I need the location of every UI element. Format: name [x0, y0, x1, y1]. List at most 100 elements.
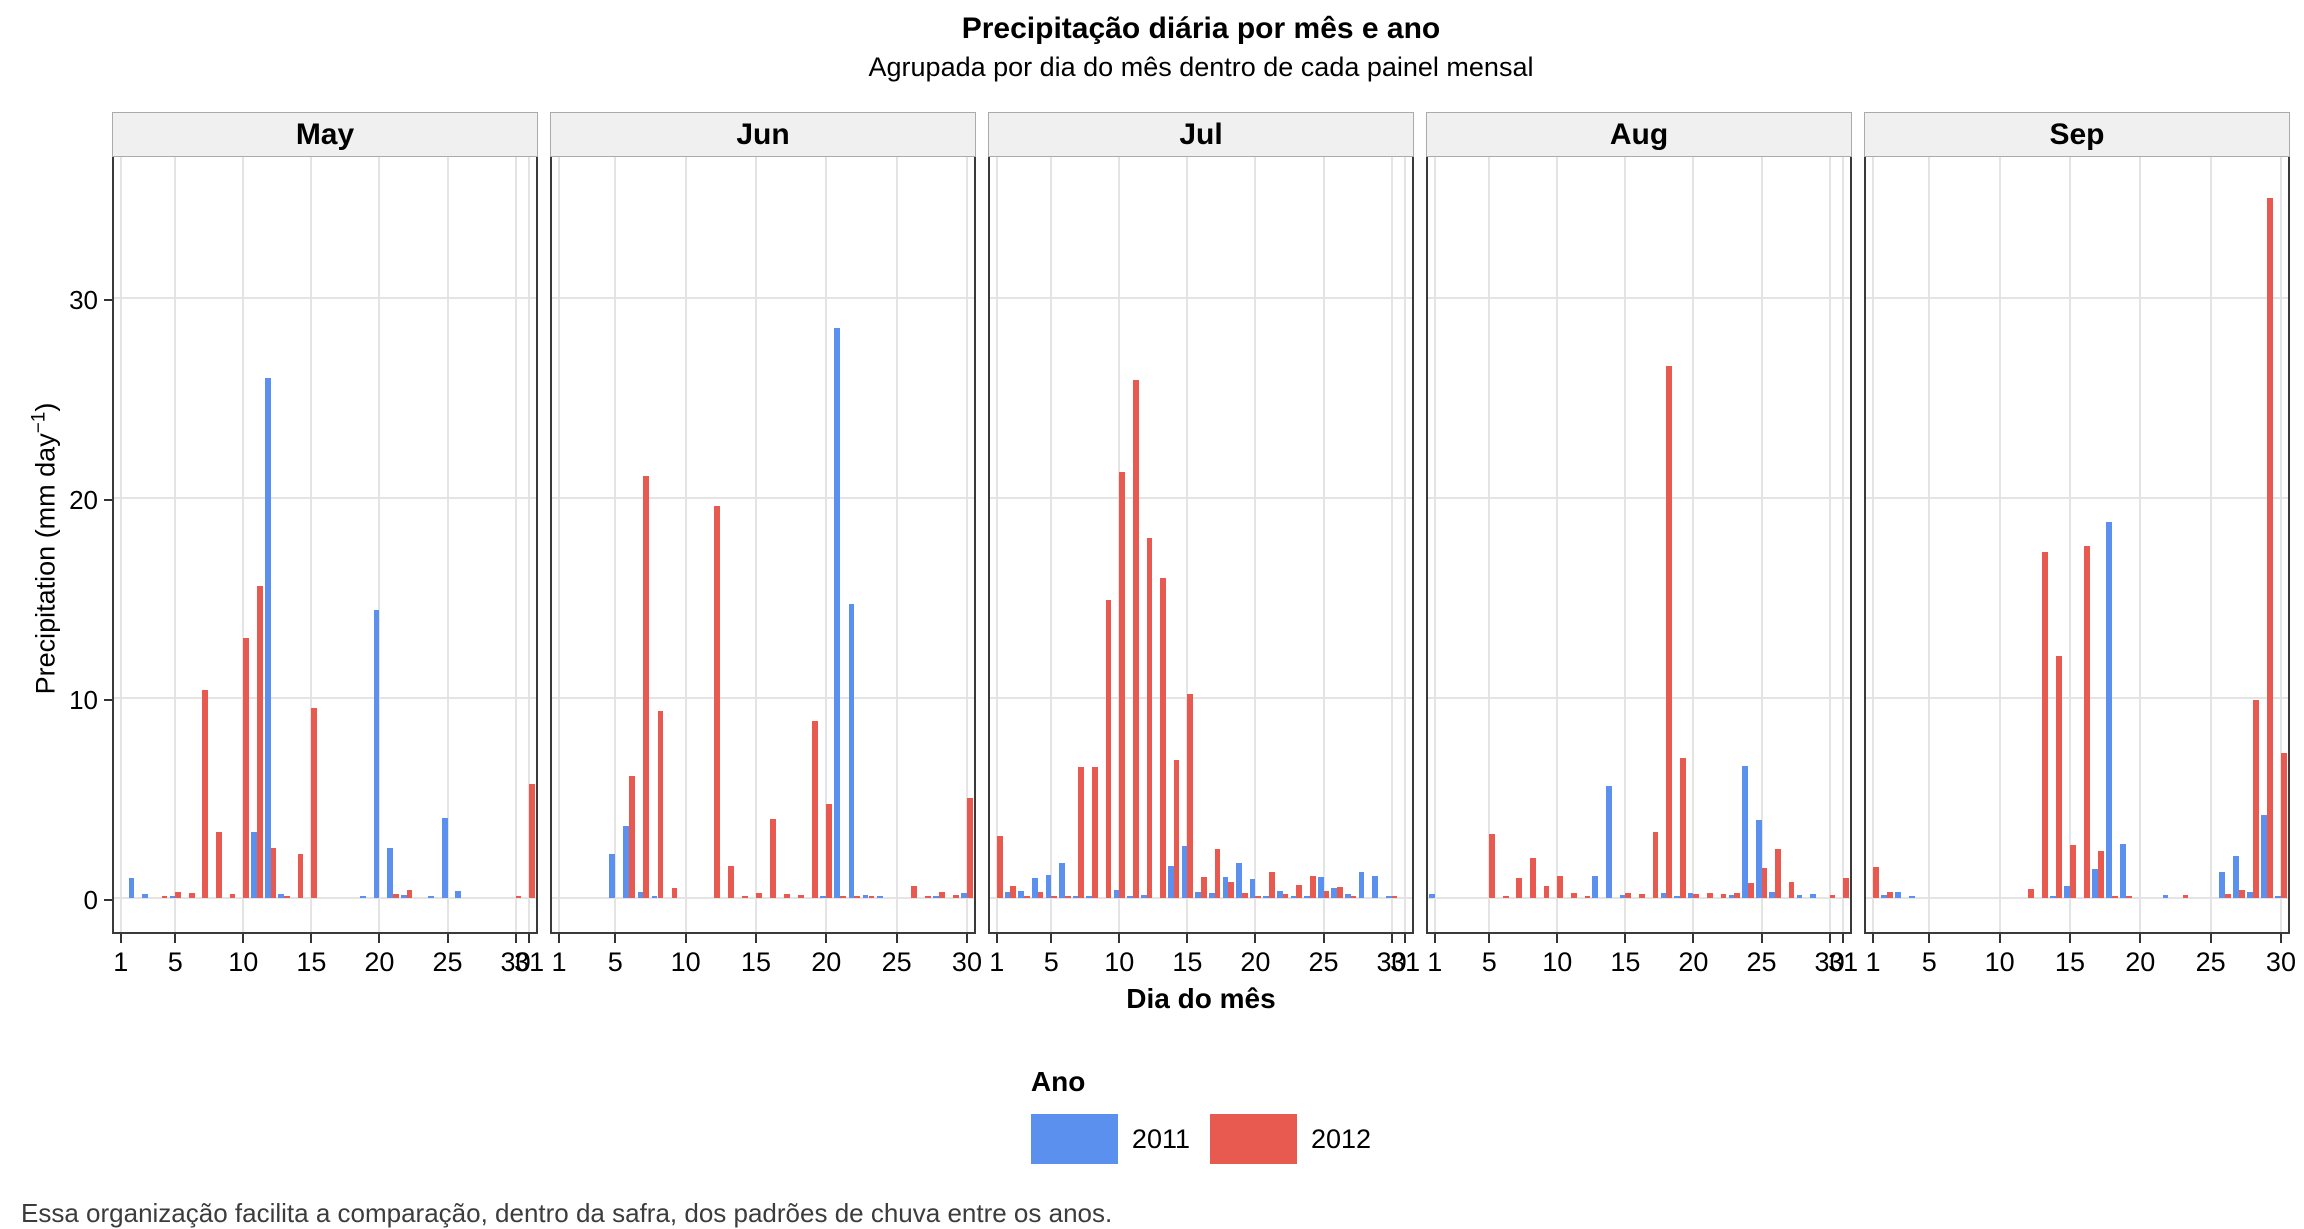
bar-2012-day-8: [1530, 858, 1536, 898]
x-tick-label-25: 25: [432, 947, 463, 977]
x-tick-mark-31: [528, 934, 531, 943]
bar-2012-day-4: [1037, 892, 1044, 898]
bar-2012-day-20: [1693, 894, 1700, 898]
bar-2012-day-5: [1489, 834, 1495, 898]
bar-2012-day-9: [229, 894, 236, 898]
bar-2011-day-24: [428, 896, 434, 898]
bar-2012-day-8: [216, 832, 222, 898]
gridline-x-20: [2139, 157, 2142, 932]
x-tick-mark-25: [1760, 934, 1763, 943]
bar-2011-day-26: [455, 891, 462, 898]
x-tick-label-25: 25: [1746, 947, 1777, 977]
bar-2012-day-25: [1761, 868, 1768, 898]
facet-header-jun: Jun: [550, 112, 976, 157]
bar-2011-day-10: [1113, 890, 1120, 898]
bar-2011-day-3: [1018, 891, 1025, 898]
gridline-x-20: [825, 157, 828, 932]
bar-2011-day-30: [961, 893, 967, 898]
plot-area-may: 1 5 10 15 20 25 30 31: [112, 157, 544, 977]
bar-2011-day-2: [128, 878, 135, 898]
legend-swatch-2012: [1209, 1114, 1297, 1164]
bar-2012-day-9: [1105, 600, 1112, 898]
bar-2011-day-6: [1059, 863, 1065, 898]
gridline-x-5: [1928, 157, 1931, 932]
bar-2012-day-24: [1309, 876, 1316, 898]
bar-2012-day-21: [1269, 872, 1275, 898]
y-axis-title-close: ): [30, 402, 61, 412]
bar-2012-day-15: [755, 893, 762, 898]
gridline-x-15: [754, 157, 757, 932]
x-tick-label-5: 5: [1921, 947, 1937, 977]
bar-2011-day-15: [1619, 895, 1626, 898]
gridline-x-5: [614, 157, 617, 932]
bar-2012-day-23: [868, 896, 875, 898]
bar-2012-day-2: [1010, 886, 1017, 898]
bar-2011-day-22: [400, 895, 407, 898]
x-tick-label-1: 1: [113, 947, 129, 977]
gridline-x-25: [1760, 157, 1763, 932]
bar-2011-day-24: [1304, 896, 1310, 898]
bar-2011-day-30: [1385, 896, 1392, 898]
bar-2012-day-7: [202, 690, 209, 898]
gridline-y-20: [990, 497, 1412, 499]
x-tick-mark-1: [1872, 934, 1875, 943]
bar-2012-day-14: [297, 854, 304, 898]
bar-2011-day-21: [834, 328, 841, 898]
bar-2012-day-19: [1679, 758, 1686, 898]
facet-panel-aug: Aug 1 5 10 15 20 25 30 31: [1426, 112, 1858, 977]
gridline-x-10: [684, 157, 687, 932]
y-tick-mark-0: [104, 899, 112, 901]
bar-2012-day-27: [1350, 896, 1357, 898]
gridline-x-15: [2068, 157, 2071, 932]
gridline-y-30: [1428, 297, 1850, 299]
bar-2012-day-16: [2084, 546, 2090, 898]
x-tick-label-20: 20: [811, 947, 842, 977]
x-tick-mark-30: [2279, 934, 2282, 943]
x-tick-label-31: 31: [1390, 947, 1421, 977]
gridline-y-30: [1866, 297, 2288, 299]
x-tick-mark-25: [1322, 934, 1325, 943]
bar-2012-day-12: [713, 506, 720, 898]
x-tick-mark-5: [1050, 934, 1053, 943]
bar-2012-day-23: [1734, 893, 1740, 898]
x-tick-label-1: 1: [1865, 947, 1881, 977]
bar-2012-day-19: [812, 721, 819, 898]
bar-2012-day-13: [2041, 552, 2048, 898]
bar-2012-day-20: [826, 804, 833, 898]
bar-2011-day-28: [1358, 872, 1365, 898]
gridline-x-1: [1433, 157, 1436, 932]
x-tick-label-1: 1: [551, 947, 567, 977]
bar-2011-day-18: [1660, 893, 1667, 898]
x-tick-label-31: 31: [1828, 947, 1859, 977]
bar-2011-day-28: [2246, 892, 2253, 898]
x-tick-label-5: 5: [1043, 947, 1059, 977]
bar-2012-day-9: [1543, 886, 1550, 898]
bar-2012-day-21: [393, 894, 399, 898]
bar-2012-day-18: [1228, 882, 1234, 898]
chart-subtitle: Agrupada por dia do mês dentro de cada p…: [868, 52, 1534, 82]
x-tick-label-25: 25: [881, 947, 912, 977]
bar-2012-day-27: [1788, 882, 1795, 898]
bar-2012-day-12: [270, 848, 277, 898]
bar-2012-day-9: [671, 888, 678, 898]
x-tick-mark-30: [1390, 934, 1393, 943]
bar-2012-day-26: [1337, 887, 1343, 898]
x-tick-label-30: 30: [1814, 947, 1845, 977]
gridline-x-31: [528, 157, 531, 932]
bar-2012-day-29: [952, 895, 959, 898]
bar-2011-day-19: [1236, 863, 1242, 898]
bar-2012-day-7: [643, 476, 650, 898]
x-tick-mark-1: [1433, 934, 1436, 943]
bar-2012-day-21: [1707, 893, 1713, 898]
bar-2011-day-27: [1345, 894, 1351, 898]
gridline-x-30: [1828, 157, 1831, 932]
bar-2012-day-17: [1652, 832, 1659, 898]
x-tick-mark-10: [242, 934, 245, 943]
x-tick-mark-30: [965, 934, 968, 943]
bar-2012-day-26: [1775, 849, 1781, 898]
bar-2012-day-13: [1160, 578, 1166, 898]
facet-header-sep: Sep: [1864, 112, 2290, 157]
bar-2011-day-25: [1317, 877, 1324, 898]
x-tick-label-31: 31: [514, 947, 545, 977]
gridline-y-10: [1428, 697, 1850, 699]
